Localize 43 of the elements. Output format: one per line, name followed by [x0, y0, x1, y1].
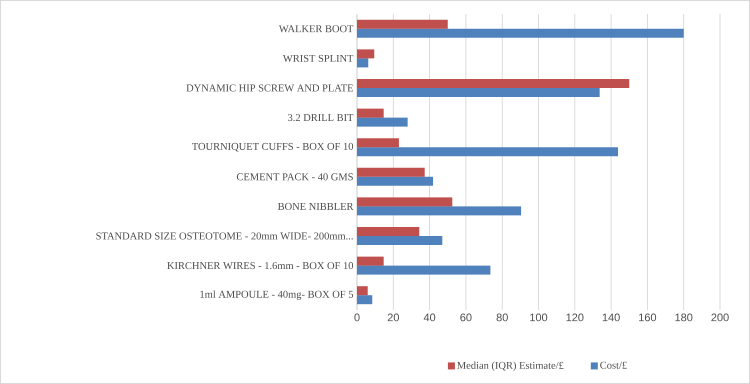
- x-tick-label: 80: [496, 314, 508, 322]
- bar: [357, 286, 368, 296]
- bar: [357, 79, 630, 88]
- y-tick-label: WRIST SPLINT: [282, 54, 354, 62]
- bar: [357, 295, 372, 304]
- bar: [357, 108, 384, 118]
- bar: [357, 147, 618, 156]
- x-tick-label: 40: [424, 314, 436, 322]
- bar: [357, 197, 452, 206]
- bar: [357, 88, 600, 97]
- y-tick-label: 1ml AMPOULE - 40mg- BOX OF 5: [200, 290, 354, 300]
- y-tick-label: STANDARD SIZE OSTEOTOME - 20mm WIDE- 200mm...: [96, 232, 353, 240]
- bar: [357, 28, 684, 38]
- bar: [357, 58, 368, 68]
- bar: [357, 236, 442, 245]
- y-tick-label: CEMENT PACK - 40 GMS: [236, 173, 353, 180]
- y-tick-label: KIRCHNER WIRES - 1.6mm - BOX OF 10: [167, 262, 354, 270]
- x-tick-label: 180: [675, 314, 692, 322]
- bar: [357, 118, 408, 127]
- bar: [357, 168, 425, 177]
- x-tick-label: 140: [602, 314, 620, 322]
- x-tick-label: 200: [711, 314, 729, 322]
- x-tick-label: 100: [530, 314, 548, 322]
- legend-label: Median (IQR) Estimate/£: [457, 362, 564, 372]
- legend-label: Cost/£: [600, 362, 627, 369]
- bar: [357, 20, 448, 29]
- bar: [357, 138, 399, 148]
- bar: [357, 176, 434, 186]
- bar: [357, 227, 420, 236]
- x-tick-label: 160: [639, 314, 656, 322]
- y-tick-label: TOURNIQUET CUFFS - BOX OF 10: [192, 142, 354, 152]
- y-tick-label: DYNAMIC HIP SCREW AND PLATE: [186, 84, 353, 92]
- bar: [357, 266, 490, 275]
- x-tick-label: 60: [460, 314, 472, 322]
- x-tick-label: 120: [566, 314, 584, 322]
- y-tick-label: 3.2 DRILL BIT: [288, 114, 354, 122]
- x-tick-label: 20: [388, 314, 399, 322]
- bar: [357, 206, 522, 216]
- y-tick-label: WALKER BOOT: [278, 25, 354, 32]
- x-tick-label: 0: [354, 314, 360, 322]
- bar: [357, 256, 384, 266]
- y-tick-label: BONE NIBBLER: [278, 202, 354, 210]
- bar: [357, 49, 374, 58]
